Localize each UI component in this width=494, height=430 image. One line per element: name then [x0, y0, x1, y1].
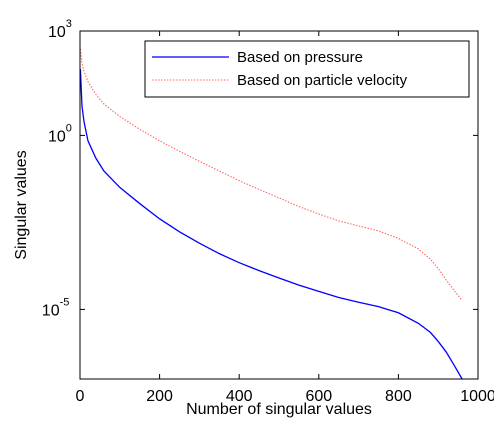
- x-tick-label: 400: [226, 388, 253, 405]
- y-tick-base: 10: [48, 24, 66, 41]
- plot-frame: [79, 30, 479, 380]
- legend-label-2: Based on particle velocity: [237, 72, 408, 89]
- x-tick-label: 200: [146, 388, 173, 405]
- x-tick-label: 600: [305, 388, 332, 405]
- y-tick-label: 10 0: [48, 122, 72, 145]
- y-tick-exponent: -5: [60, 296, 70, 308]
- y-tick-label: 10 3: [48, 18, 72, 41]
- x-tick-label: 800: [385, 388, 412, 405]
- y-tick-base: 10: [42, 302, 60, 319]
- legend: Based on pressure Based on particle veloc…: [144, 40, 470, 98]
- y-tick-label: 10 -5: [42, 296, 70, 319]
- y-tick-exponent: 3: [66, 18, 72, 30]
- legend-label-1: Based on pressure: [237, 49, 363, 66]
- x-axis-label: Number of singular values: [186, 401, 372, 418]
- y-axis-label: Singular values: [13, 150, 30, 259]
- series-layer: [79, 49, 463, 380]
- x-tick-label: 1000: [460, 388, 494, 405]
- x-tick-label: 0: [76, 388, 85, 405]
- legend-box: [144, 40, 470, 98]
- y-tick-base: 10: [48, 128, 66, 145]
- series-line-1: [79, 69, 463, 380]
- y-tick-exponent: 0: [66, 122, 72, 134]
